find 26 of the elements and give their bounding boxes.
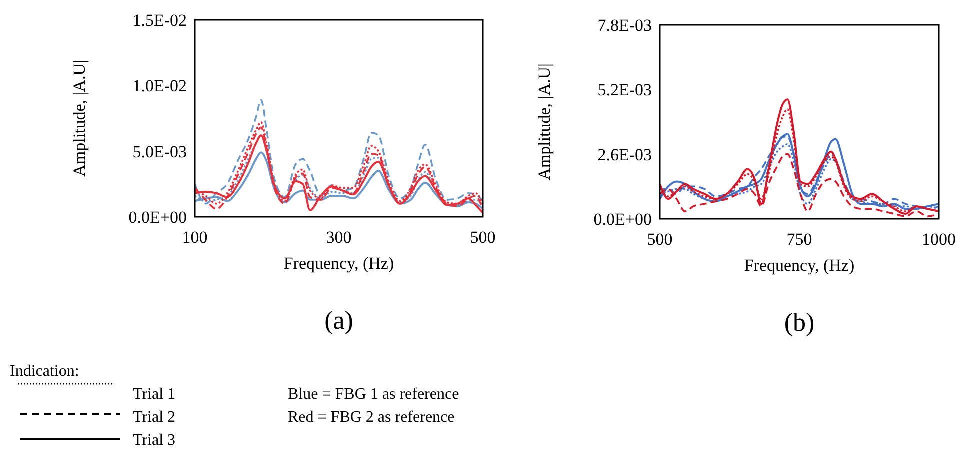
text: (a) [324,306,354,335]
x-axis-title: Frequency, (Hz) [744,256,855,275]
y-tick-label: 2.6E-03 [598,145,652,164]
y-tick-label: 1.0E-02 [132,76,187,96]
y-tick-label: 5.0E-03 [132,142,187,162]
text: Trial 1 [133,386,176,403]
x-axis-title: Frequency, (Hz) [284,254,394,273]
x-tick-label: 500 [647,230,673,249]
text: Blue = FBG 1 as reference [288,386,460,403]
y-tick-label: 5.2E-03 [598,80,652,100]
text: Trial 3 [133,432,176,449]
text: Trial 2 [133,409,176,426]
x-tick-label: 100 [182,228,208,247]
x-tick-label: 300 [326,228,352,247]
y-axis-title: Amplitude, |A.U| [535,64,554,180]
text: Red = FBG 2 as reference [288,409,455,426]
text: Indication: [10,363,80,380]
y-tick-label: 7.8E-03 [598,16,652,35]
x-tick-label: 1000 [922,230,956,249]
text: (b) [784,308,815,337]
y-tick-label: 1.5E-02 [132,10,187,30]
x-tick-label: 500 [470,228,496,247]
y-axis-title: Amplitude, |A.U| [70,60,89,177]
y-tick-label: 0.0E+00 [128,208,187,227]
y-tick-label: 0.0E+00 [594,210,652,229]
x-tick-label: 750 [786,230,812,249]
